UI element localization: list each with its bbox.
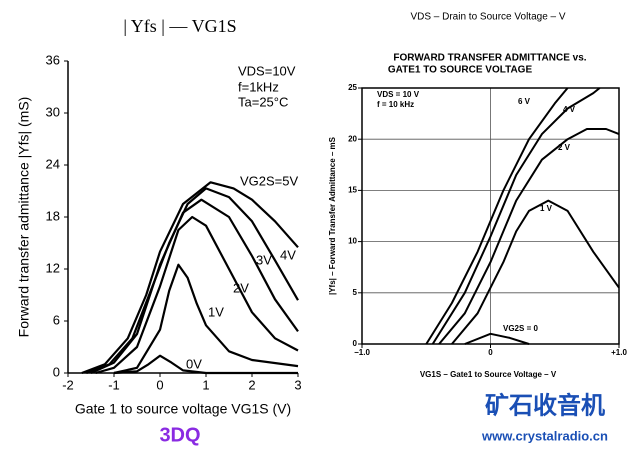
y-tick-label: 36 — [46, 52, 60, 67]
series-label: 3V — [256, 252, 272, 267]
series-line — [425, 87, 569, 345]
y-tick-label: 20 — [348, 134, 357, 143]
series-line — [113, 263, 299, 375]
series-line — [438, 128, 620, 345]
series-line — [95, 215, 299, 375]
annotation: VDS = 10 V — [377, 90, 420, 99]
series-line — [90, 198, 299, 375]
annotation: f = 10 kHz — [377, 100, 414, 109]
y-tick-label: 0 — [353, 339, 358, 348]
x-tick-label: +1.0 — [611, 348, 627, 357]
y-axis-label: |Yfs| – Forward Transfer Admittance – mS — [328, 136, 337, 295]
y-tick-label: 5 — [353, 288, 358, 297]
y-tick-label: 12 — [46, 260, 60, 275]
chart-title: FORWARD TRANSFER ADMITTANCE vs. — [393, 53, 586, 64]
series-label: 4 V — [563, 105, 576, 114]
y-tick-label: 24 — [46, 156, 60, 171]
y-axis-label: Forward transfer admittance |Yfs| (mS) — [16, 97, 32, 338]
series-label: 2V — [233, 280, 249, 295]
annotation: VDS=10V — [238, 63, 296, 78]
chart-title: | Yfs | — VG1S — [123, 16, 236, 36]
x-tick-label: 0 — [488, 348, 493, 357]
chart-right: FORWARD TRANSFER ADMITTANCE vs.GATE1 TO … — [328, 53, 627, 379]
series-line — [451, 199, 620, 345]
chart-title: GATE1 TO SOURCE VOLTAGE — [388, 65, 533, 76]
plot-frame — [361, 87, 620, 345]
annotation: f=1kHz — [238, 79, 279, 94]
series-label: 0V — [186, 356, 202, 371]
header: VDS – Drain to Source Voltage – V — [410, 12, 565, 23]
series-line — [464, 332, 530, 345]
x-tick-label: 0 — [156, 377, 163, 392]
y-tick-label: 30 — [46, 104, 60, 119]
y-tick-label: 18 — [46, 208, 60, 223]
y-tick-label: 25 — [348, 83, 357, 92]
x-tick-label: -2 — [62, 377, 74, 392]
x-tick-label: 2 — [248, 377, 255, 392]
y-tick-label: 0 — [53, 364, 60, 379]
x-tick-label: −1.0 — [354, 348, 370, 357]
x-tick-label: 3 — [294, 377, 301, 392]
y-tick-label: 15 — [348, 186, 357, 195]
series-label: 1 V — [540, 204, 553, 213]
series-label: VG2S=5V — [240, 173, 299, 188]
annotation-box — [232, 62, 298, 112]
annotation: Ta=25°C — [238, 94, 288, 109]
series-label: 1V — [208, 304, 224, 319]
series-label: 4V — [280, 247, 296, 262]
series-line — [81, 181, 299, 375]
series-label: 6 V — [518, 97, 531, 106]
x-axis-label: Gate 1 to source voltage VG1S (V) — [75, 401, 291, 417]
watermark: 矿石收音机 — [485, 391, 605, 419]
x-tick-label: -1 — [108, 377, 120, 392]
y-tick-label: 6 — [53, 312, 60, 327]
series-line — [431, 87, 601, 345]
watermark: www.crystalradio.cn — [481, 428, 608, 443]
series-line — [86, 187, 299, 375]
x-tick-label: 1 — [202, 377, 209, 392]
series-label: 2 V — [558, 143, 571, 152]
x-axis-label: VG1S – Gate1 to Source Voltage – V — [420, 370, 557, 379]
watermark: 3DQ — [159, 424, 200, 446]
series-label: VG2S = 0 — [503, 324, 538, 333]
y-tick-label: 10 — [348, 237, 357, 246]
series-line — [113, 354, 298, 375]
